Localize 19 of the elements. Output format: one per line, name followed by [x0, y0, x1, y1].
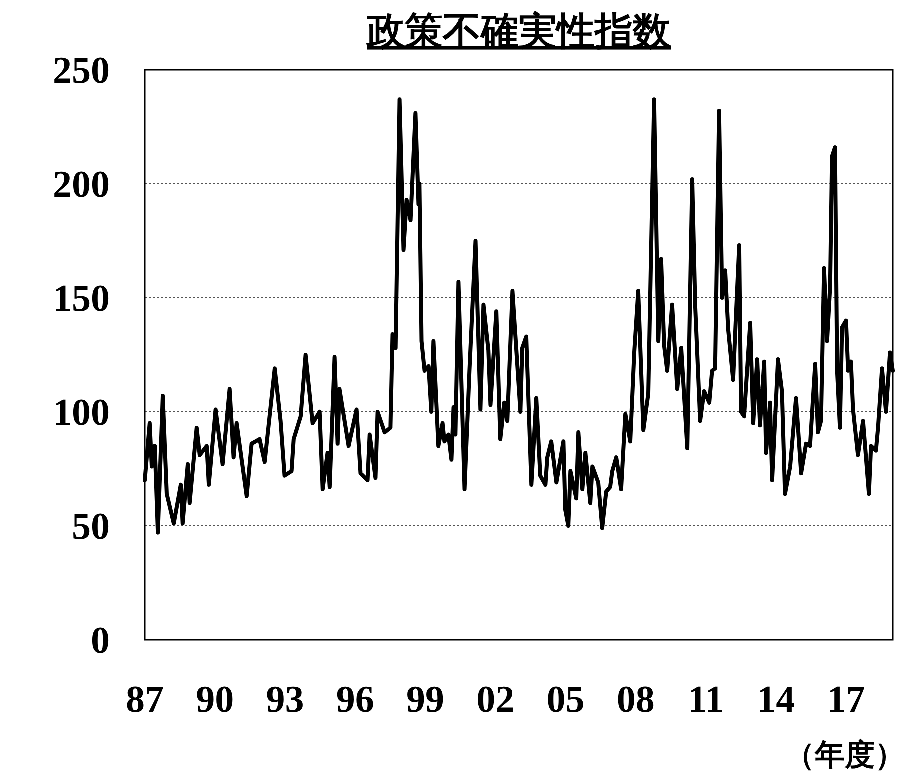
x-tick-label: 96	[336, 679, 374, 721]
y-tick-label: 200	[53, 164, 110, 206]
x-tick-label: 08	[616, 679, 655, 721]
y-tick-label: 0	[91, 620, 110, 662]
x-tick-label: 02	[476, 679, 515, 721]
x-axis-title: （年度）	[785, 738, 903, 772]
x-tick-label: 05	[546, 679, 585, 721]
y-tick-label: 50	[72, 506, 110, 548]
x-tick-label: 99	[406, 679, 444, 721]
x-tick-label: 93	[266, 679, 304, 721]
y-tick-label: 150	[53, 278, 110, 320]
x-tick-label: 90	[196, 679, 234, 721]
chart-title: 政策不確実性指数	[366, 10, 672, 53]
x-tick-label: 11	[688, 679, 724, 721]
x-tick-label: 17	[827, 679, 866, 721]
y-tick-label: 250	[53, 50, 110, 92]
x-tick-label: 14	[757, 679, 796, 721]
x-tick-label: 87	[126, 679, 164, 721]
y-tick-label: 100	[53, 392, 110, 434]
